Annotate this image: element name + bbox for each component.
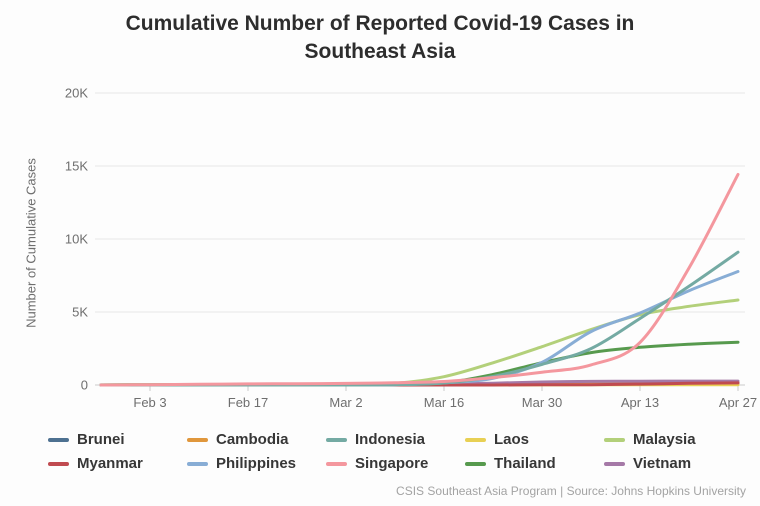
y-tick-label: 5K <box>72 305 88 320</box>
legend-label: Thailand <box>494 455 556 472</box>
legend-label: Malaysia <box>633 431 696 448</box>
legend-swatch-myanmar <box>48 461 69 466</box>
x-tick-label: Mar 30 <box>522 395 562 410</box>
x-tick-label: Mar 16 <box>424 395 464 410</box>
legend-swatch-singapore <box>326 461 347 466</box>
legend-item-brunei[interactable]: Brunei <box>48 430 187 449</box>
legend-item-indonesia[interactable]: Indonesia <box>326 430 465 449</box>
legend-label: Vietnam <box>633 455 692 472</box>
x-tick-label: Feb 17 <box>228 395 268 410</box>
legend-label: Indonesia <box>355 431 426 448</box>
legend-item-myanmar[interactable]: Myanmar <box>48 454 187 473</box>
legend-label: Brunei <box>77 431 125 448</box>
chart-title: Cumulative Number of Reported Covid-19 C… <box>125 12 635 63</box>
legend-item-cambodia[interactable]: Cambodia <box>187 430 326 449</box>
legend-item-singapore[interactable]: Singapore <box>326 454 465 473</box>
legend-item-philippines[interactable]: Philippines <box>187 454 326 473</box>
x-tick-label: Feb 3 <box>133 395 166 410</box>
x-tick-label: Mar 2 <box>329 395 362 410</box>
legend-swatch-laos <box>465 437 486 442</box>
legend-swatch-cambodia <box>187 437 208 442</box>
legend-label: Philippines <box>216 455 297 472</box>
legend-item-vietnam[interactable]: Vietnam <box>604 454 743 473</box>
legend-swatch-vietnam <box>604 461 625 466</box>
legend-item-thailand[interactable]: Thailand <box>465 454 604 473</box>
y-tick-label: 10K <box>65 232 88 247</box>
legend-label: Cambodia <box>216 431 289 448</box>
y-tick-label: 15K <box>65 159 88 174</box>
y-tick-label: 0 <box>81 378 88 393</box>
legend-swatch-indonesia <box>326 437 347 442</box>
legend-label: Laos <box>494 431 530 448</box>
x-tick-label: Apr 13 <box>621 395 659 410</box>
series-line-singapore[interactable] <box>99 172 740 387</box>
legend-label: Myanmar <box>77 455 143 472</box>
legend-item-malaysia[interactable]: Malaysia <box>604 430 743 449</box>
source-credit: CSIS Southeast Asia Program | Source: Jo… <box>396 484 746 498</box>
legend-swatch-philippines <box>187 461 208 466</box>
legend-swatch-malaysia <box>604 437 625 442</box>
series-line-thailand[interactable] <box>99 340 740 387</box>
legend-swatch-brunei <box>48 437 69 442</box>
x-tick-label: Apr 27 <box>719 395 757 410</box>
legend: Brunei Cambodia Indonesia Laos Malaysia Myanm… <box>48 430 743 473</box>
y-tick-label: 20K <box>65 86 88 101</box>
legend-label: Singapore <box>355 455 429 472</box>
series-line-philippines[interactable] <box>99 270 740 387</box>
series-line-indonesia[interactable] <box>99 250 740 387</box>
legend-swatch-thailand <box>465 461 486 466</box>
legend-item-laos[interactable]: Laos <box>465 430 604 449</box>
